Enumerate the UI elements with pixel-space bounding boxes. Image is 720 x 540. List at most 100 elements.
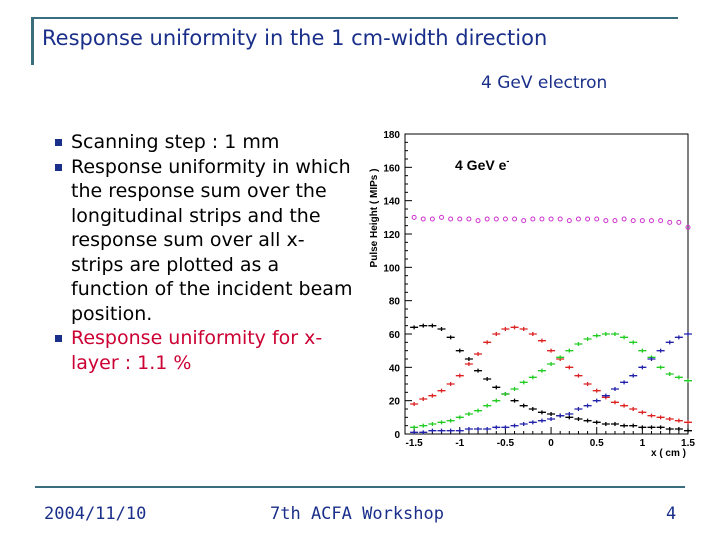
data-point	[437, 388, 446, 393]
x-tick-label: -1.5	[406, 438, 424, 449]
data-point	[448, 216, 454, 222]
x-tick-label: 0	[548, 438, 554, 449]
data-point	[501, 327, 510, 331]
data-point	[557, 216, 563, 222]
data-point	[684, 428, 692, 433]
data-point	[610, 387, 619, 391]
bullet-item-result: Response uniformity for x-layer : 1.1 %	[55, 326, 355, 375]
data-point	[483, 427, 492, 431]
data-point	[528, 375, 537, 380]
data-point	[419, 423, 428, 428]
data-point	[483, 340, 492, 345]
data-point	[610, 400, 619, 405]
footer-workshop: 7th ACFA Workshop	[270, 504, 444, 524]
data-point	[610, 422, 619, 426]
data-point	[665, 427, 674, 431]
pulse-height-chart: 0 20 40 60 80 100 120 140 160 180 -1.5 -1 -0.5 0 0.5 1 1…	[369, 130, 695, 459]
data-series	[410, 332, 692, 435]
data-point	[410, 425, 419, 430]
data-point	[647, 425, 656, 430]
data-point	[519, 422, 528, 426]
data-point	[464, 427, 473, 431]
bullet-item-step: Scanning step : 1 mm	[55, 130, 355, 155]
data-point	[674, 427, 683, 431]
data-point	[547, 412, 556, 416]
data-point	[474, 352, 483, 356]
data-point	[583, 403, 592, 408]
data-point	[594, 216, 600, 222]
bullet-square-icon	[55, 139, 62, 146]
y-tick-label: 180	[383, 130, 400, 141]
data-point	[493, 216, 499, 222]
data-point	[510, 387, 519, 391]
data-point	[510, 325, 519, 330]
data-point	[410, 325, 419, 330]
data-point	[629, 407, 638, 411]
data-point	[656, 425, 665, 430]
data-point	[474, 368, 483, 373]
data-point	[676, 219, 682, 225]
data-point	[638, 348, 647, 353]
data-point	[620, 380, 629, 385]
data-point	[647, 357, 656, 361]
data-point	[539, 216, 545, 222]
data-point	[502, 216, 508, 222]
data-point	[684, 420, 692, 425]
chart-annotation: 4 GeV e-	[455, 156, 509, 173]
data-point	[656, 365, 665, 370]
data-point	[446, 382, 455, 386]
x-tick-label: -0.5	[497, 438, 515, 449]
data-point	[528, 407, 537, 411]
data-point	[620, 423, 629, 428]
data-point	[612, 218, 618, 224]
data-point	[638, 410, 647, 415]
data-point	[492, 385, 501, 390]
data-point	[665, 417, 674, 421]
y-tick-label: 40	[389, 363, 401, 374]
y-axis-label: Pulse Height ( MIPs )	[369, 169, 380, 268]
data-point	[483, 377, 492, 381]
data-point	[492, 425, 501, 430]
data-point	[629, 373, 638, 378]
data-point	[437, 327, 446, 331]
data-point	[592, 398, 601, 403]
data-point	[621, 216, 627, 222]
data-point	[556, 355, 565, 360]
data-point	[492, 332, 501, 336]
x-tick-label: 0.5	[590, 438, 604, 449]
data-point	[638, 365, 647, 370]
data-point	[419, 397, 428, 401]
data-point	[592, 333, 601, 338]
data-point	[455, 348, 464, 353]
data-point	[658, 218, 664, 224]
data-point	[466, 216, 472, 222]
data-point	[455, 415, 464, 420]
y-tick-label: 20	[389, 397, 401, 408]
data-point	[620, 403, 629, 408]
bullet-item-uniformity: Response uniformity in which the respons…	[55, 155, 355, 327]
data-point	[585, 216, 591, 222]
chart-marks	[410, 214, 692, 435]
data-point	[547, 362, 556, 366]
bullet-text: Scanning step : 1 mm	[71, 131, 280, 153]
data-point	[547, 417, 556, 421]
y-tick-label: 120	[383, 230, 400, 241]
data-point	[410, 402, 419, 406]
data-point	[667, 219, 673, 225]
data-point	[537, 410, 546, 415]
data-point	[519, 327, 528, 331]
data-point	[501, 392, 510, 396]
data-point	[528, 420, 537, 425]
data-point	[665, 372, 674, 376]
data-point	[565, 348, 574, 353]
footer-page-number: 4	[666, 504, 677, 524]
annotation-superscript: -	[506, 156, 509, 166]
bullet-list: Scanning step : 1 mm Response uniformity…	[55, 130, 355, 375]
data-point	[684, 332, 692, 336]
data-point	[483, 403, 492, 408]
x-tick-label: 1	[640, 438, 646, 449]
data-point	[574, 373, 583, 378]
bullet-text: Response uniformity for x-layer : 1.1 %	[71, 327, 323, 374]
data-point	[474, 408, 483, 413]
data-point	[512, 216, 518, 222]
